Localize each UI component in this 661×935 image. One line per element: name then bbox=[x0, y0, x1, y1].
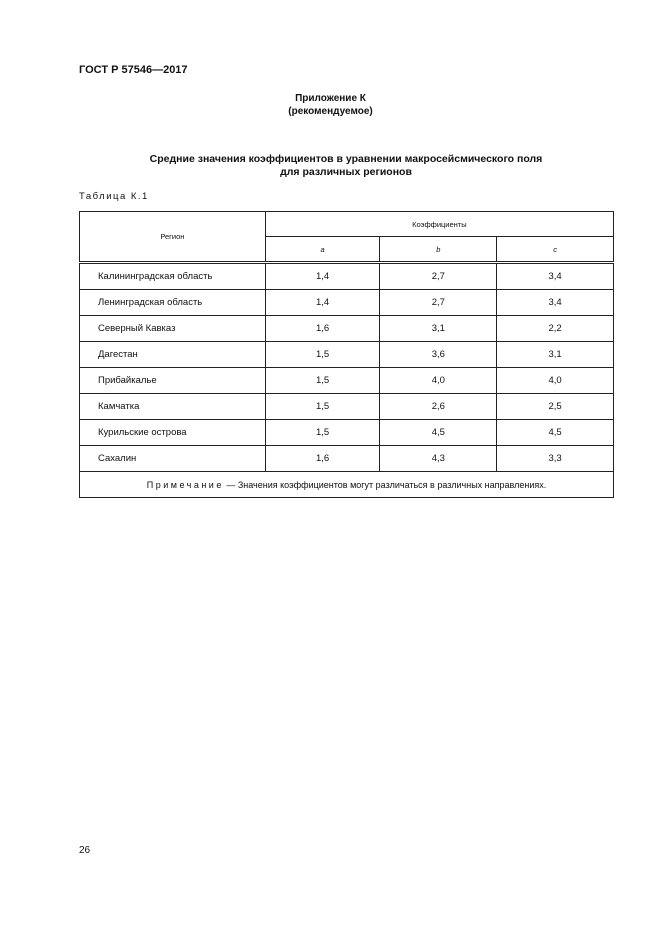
cell-region: Северный Кавказ bbox=[79, 315, 266, 342]
table-row: Ленинградская область 1,4 2,7 3,4 bbox=[79, 289, 614, 316]
cell-c: 2,2 bbox=[496, 315, 614, 342]
cell-c: 4,5 bbox=[496, 419, 614, 446]
cell-c: 3,4 bbox=[496, 262, 614, 290]
cell-a: 1,6 bbox=[264, 445, 381, 472]
cell-b: 2,6 bbox=[379, 393, 498, 420]
cell-region: Сахалин bbox=[79, 445, 266, 472]
note-label: Примечание bbox=[146, 479, 224, 490]
cell-b: 4,0 bbox=[379, 367, 498, 394]
table-row: Курильские острова 1,5 4,5 4,5 bbox=[79, 419, 614, 446]
header-c: c bbox=[496, 236, 614, 264]
cell-a: 1,5 bbox=[264, 367, 381, 394]
cell-b: 2,7 bbox=[379, 262, 498, 290]
header-b: b bbox=[379, 236, 498, 264]
appendix-subtitle: (рекомендуемое) bbox=[288, 106, 373, 117]
document-code: ГОСТ Р 57546—2017 bbox=[79, 64, 188, 76]
cell-a: 1,4 bbox=[264, 289, 381, 316]
note-text: — Значения коэффициентов могут различать… bbox=[223, 479, 547, 490]
section-title-line1: Средние значения коэффициентов в уравнен… bbox=[149, 153, 543, 165]
cell-c: 4,0 bbox=[496, 367, 614, 394]
table-label: Таблица К.1 bbox=[79, 191, 149, 202]
table-row: Камчатка 1,5 2,6 2,5 bbox=[79, 393, 614, 420]
cell-a: 1,6 bbox=[264, 315, 381, 342]
table-row: Калининградская область 1,4 2,7 3,4 bbox=[79, 262, 614, 290]
cell-c: 3,1 bbox=[496, 341, 614, 368]
table-row: Северный Кавказ 1,6 3,1 2,2 bbox=[79, 315, 614, 342]
header-a: a bbox=[264, 236, 381, 264]
cell-b: 2,7 bbox=[379, 289, 498, 316]
section-title: Средние значения коэффициентов в уравнен… bbox=[0, 153, 661, 179]
table-row: Прибайкалье 1,5 4,0 4,0 bbox=[79, 367, 614, 394]
table-note: Примечание — Значения коэффициентов могу… bbox=[79, 471, 614, 498]
cell-region: Ленинградская область bbox=[79, 289, 266, 316]
cell-region: Дагестан bbox=[79, 341, 266, 368]
cell-b: 4,3 bbox=[379, 445, 498, 472]
cell-region: Прибайкалье bbox=[79, 367, 266, 394]
cell-region: Курильские острова bbox=[79, 419, 266, 446]
cell-a: 1,5 bbox=[264, 341, 381, 368]
section-title-line2: для различных регионов bbox=[280, 166, 412, 178]
appendix-heading: Приложение К (рекомендуемое) bbox=[0, 92, 661, 118]
table-row: Дагестан 1,5 3,6 3,1 bbox=[79, 341, 614, 368]
cell-region: Камчатка bbox=[79, 393, 266, 420]
cell-a: 1,4 bbox=[264, 262, 381, 290]
coefficients-table: Регион Коэффициенты a b c Калининградска… bbox=[79, 211, 615, 498]
cell-c: 2,5 bbox=[496, 393, 614, 420]
cell-a: 1,5 bbox=[264, 393, 381, 420]
cell-c: 3,4 bbox=[496, 289, 614, 316]
table-row: Сахалин 1,6 4,3 3,3 bbox=[79, 445, 614, 472]
page-number: 26 bbox=[79, 845, 91, 856]
appendix-title: Приложение К bbox=[295, 93, 366, 104]
cell-b: 3,6 bbox=[379, 341, 498, 368]
cell-region: Калининградская область bbox=[79, 262, 266, 290]
cell-b: 4,5 bbox=[379, 419, 498, 446]
cell-a: 1,5 bbox=[264, 419, 381, 446]
cell-c: 3,3 bbox=[496, 445, 614, 472]
header-coefficients: Коэффициенты bbox=[264, 211, 615, 237]
header-region: Регион bbox=[79, 211, 266, 264]
cell-b: 3,1 bbox=[379, 315, 498, 342]
